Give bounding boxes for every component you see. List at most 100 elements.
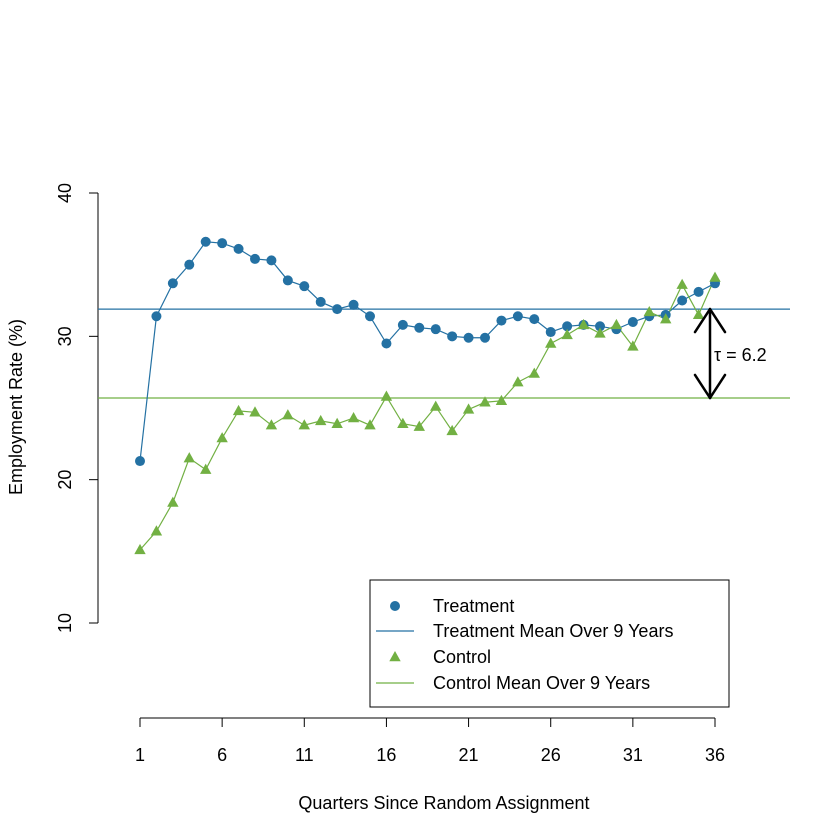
control-point <box>397 417 409 428</box>
control-series-line <box>139 277 716 551</box>
treatment-point <box>627 317 638 327</box>
y-axis: 10 20 30 40 <box>55 183 99 633</box>
treatment-point <box>545 327 556 338</box>
control-point <box>347 412 360 423</box>
control-point <box>183 452 195 463</box>
control-point <box>594 327 606 338</box>
y-axis-label: Employment Rate (%) <box>6 319 26 495</box>
control-point <box>298 419 310 430</box>
control-point <box>413 420 425 431</box>
legend-control-symbol <box>389 651 401 662</box>
legend-label: Control <box>433 647 491 667</box>
treatment-point <box>595 321 605 332</box>
x-tick-label: 31 <box>623 745 643 765</box>
treatment-point <box>200 236 211 247</box>
legend-treatment-symbol <box>390 601 400 611</box>
treatment-point <box>365 311 375 322</box>
tau-arrow-head-bottom <box>708 373 727 400</box>
control-point <box>315 414 327 426</box>
control-point <box>282 409 294 420</box>
treatment-point <box>693 286 704 297</box>
control-point <box>430 400 442 411</box>
control-point <box>134 543 146 555</box>
treatment-point <box>512 311 523 322</box>
legend-label: Treatment Mean Over 9 Years <box>433 621 673 641</box>
control-point <box>479 396 491 407</box>
treatment-point <box>562 321 573 332</box>
control-point <box>265 419 278 430</box>
treatment-point <box>430 324 441 335</box>
control-point <box>709 271 721 282</box>
control-point <box>676 278 688 289</box>
treatment-point <box>447 331 458 342</box>
control-point <box>232 404 245 416</box>
treatment-point <box>496 315 507 326</box>
series-points <box>134 236 721 555</box>
control-point <box>512 376 524 387</box>
treatment-point <box>217 238 228 249</box>
x-tick-label: 11 <box>295 745 314 765</box>
y-tick-label: 20 <box>55 470 75 490</box>
x-tick-label: 6 <box>217 745 227 765</box>
control-point <box>167 496 179 507</box>
y-tick-label: 30 <box>55 326 75 346</box>
control-point <box>462 403 475 414</box>
control-point <box>528 367 540 378</box>
x-tick-label: 1 <box>135 745 145 765</box>
legend: Treatment Treatment Mean Over 9 Years Cont… <box>369 579 730 708</box>
control-point <box>660 313 672 324</box>
treatment-point <box>315 296 326 307</box>
control-point <box>643 305 655 317</box>
legend-label: Control Mean Over 9 Years <box>433 673 650 693</box>
control-point <box>545 337 557 348</box>
control-point <box>610 318 623 330</box>
treatment-point <box>282 275 293 286</box>
control-point <box>216 432 228 443</box>
treatment-point <box>463 332 474 343</box>
treatment-point <box>677 295 688 306</box>
tau-arrow-head-top <box>708 307 727 334</box>
control-point <box>446 424 458 436</box>
control-point <box>561 328 573 340</box>
tau-annotation: τ = 6.2 <box>714 345 767 365</box>
control-point <box>249 406 261 417</box>
treatment-point <box>266 255 277 266</box>
control-point <box>495 394 508 406</box>
treatment-point <box>250 253 260 264</box>
series-lines <box>139 241 716 551</box>
control-point <box>577 318 590 330</box>
x-tick-label: 16 <box>376 745 396 765</box>
control-point <box>627 340 639 351</box>
treatment-point <box>184 259 195 270</box>
x-tick-label: 26 <box>541 745 561 765</box>
mean-lines <box>98 308 790 399</box>
treatment-point <box>480 332 490 343</box>
x-axis-label: Quarters Since Random Assignment <box>298 793 589 813</box>
control-point <box>331 417 343 428</box>
treatment-point <box>414 322 425 333</box>
treatment-point <box>348 299 359 310</box>
x-axis: 1 6 11 16 21 26 31 36 <box>135 717 725 765</box>
treatment-point <box>397 319 408 330</box>
treatment-point <box>167 278 178 289</box>
treatment-point <box>135 456 145 467</box>
treatment-point <box>529 314 540 325</box>
treatment-point <box>299 281 310 292</box>
treatment-point <box>332 304 343 315</box>
y-tick-label: 40 <box>55 183 75 203</box>
control-point <box>692 308 705 320</box>
x-tick-label: 36 <box>705 745 725 765</box>
legend-label: Treatment <box>433 596 514 616</box>
tau-arrow-head-bottom <box>693 373 712 400</box>
legend-box <box>369 579 730 708</box>
y-tick-label: 10 <box>55 613 75 633</box>
control-point <box>364 419 376 430</box>
tau-arrow-head-top <box>693 307 712 334</box>
control-point <box>380 390 393 401</box>
treatment-series-line <box>139 241 716 462</box>
treatment-point <box>151 311 162 322</box>
treatment-point <box>381 338 392 349</box>
control-point <box>150 525 163 536</box>
x-tick-label: 21 <box>459 745 479 765</box>
